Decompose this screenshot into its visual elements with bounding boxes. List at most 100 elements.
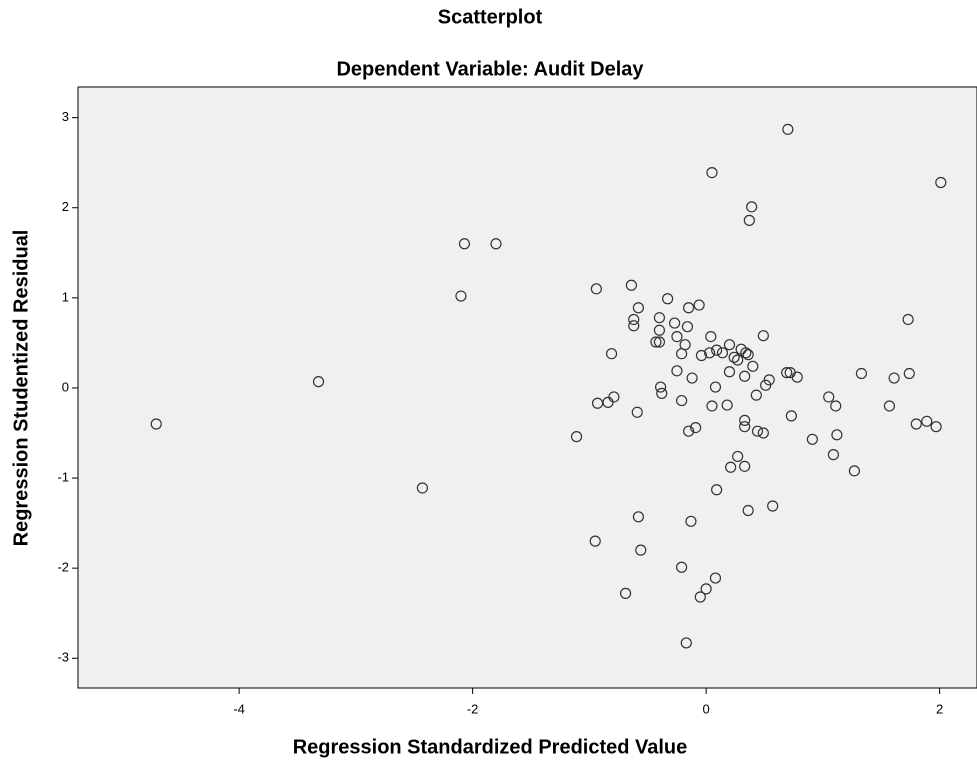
point (693, 299, 705, 311)
point (671, 330, 683, 343)
point (782, 123, 794, 135)
point (676, 561, 688, 573)
y-tick-label: -2 (57, 560, 69, 575)
point (312, 376, 325, 388)
y-tick-label: -1 (57, 469, 69, 484)
point (830, 400, 842, 412)
point (855, 367, 868, 380)
point (757, 427, 769, 439)
point (757, 330, 769, 342)
point (669, 317, 681, 329)
point (679, 339, 691, 351)
point (767, 500, 779, 512)
plot-area (77, 86, 977, 689)
point (706, 400, 718, 412)
point (656, 387, 668, 399)
point (653, 336, 666, 348)
point (458, 238, 471, 250)
point (742, 504, 754, 517)
point (455, 290, 467, 302)
y-tick-label: -3 (57, 650, 69, 665)
point (806, 433, 818, 445)
y-tick-label: 3 (62, 109, 69, 124)
point (709, 572, 722, 584)
point (739, 421, 751, 433)
point (676, 394, 688, 407)
point (650, 336, 662, 348)
point (632, 302, 645, 314)
point (700, 583, 712, 595)
point (739, 460, 751, 472)
point (723, 339, 736, 351)
point (662, 293, 674, 305)
point (570, 431, 583, 443)
point (728, 351, 740, 363)
point (683, 425, 695, 437)
point (683, 302, 695, 314)
y-axis-label: Regression Studentized Residual (10, 230, 32, 547)
y-tick-label: 1 (62, 289, 69, 304)
point (935, 176, 947, 189)
point (705, 330, 717, 343)
point (781, 367, 793, 379)
x-tick-label: 0 (703, 701, 710, 716)
point (760, 379, 772, 391)
point (619, 587, 632, 599)
point (831, 429, 843, 441)
chart-subtitle: Dependent Variable: Audit Delay (336, 58, 644, 80)
point (605, 348, 618, 360)
point (704, 347, 716, 359)
point (635, 544, 647, 556)
point (681, 321, 694, 333)
point (902, 313, 914, 326)
point (751, 425, 764, 437)
x-tick-label: -4 (233, 701, 245, 716)
point (750, 389, 762, 401)
x-tick-label: -2 (467, 701, 479, 716)
point (739, 414, 751, 426)
point (921, 415, 933, 427)
point (416, 482, 429, 494)
point (589, 535, 601, 547)
chart-title: Scatterplot (438, 6, 543, 28)
y-tick-label: 0 (62, 379, 69, 394)
point (671, 365, 683, 377)
point (763, 374, 775, 386)
point (680, 637, 692, 649)
point (628, 320, 640, 332)
point (628, 313, 640, 326)
point (686, 372, 698, 384)
point (654, 381, 667, 393)
point (903, 367, 915, 380)
point (685, 515, 697, 527)
point (490, 238, 502, 250)
point (711, 344, 723, 356)
point (848, 465, 861, 477)
point (743, 214, 755, 226)
point (725, 461, 737, 473)
point (632, 511, 645, 523)
point (883, 400, 896, 412)
point (910, 418, 922, 430)
point (888, 372, 900, 384)
point (791, 371, 803, 383)
point (723, 366, 736, 378)
point (608, 391, 620, 403)
point (653, 324, 666, 336)
point (732, 450, 744, 463)
point (694, 591, 706, 603)
point (590, 283, 602, 295)
point (690, 421, 702, 434)
point (785, 410, 797, 422)
point (746, 201, 758, 213)
x-axis-label: Regression Standardized Predicted Value (293, 736, 688, 758)
point (739, 370, 751, 382)
point (706, 166, 718, 179)
point (930, 421, 942, 433)
point (150, 418, 162, 430)
point (740, 347, 752, 359)
y-tick-label: 2 (62, 199, 69, 214)
point (747, 360, 759, 372)
x-tick-label: 2 (936, 701, 943, 716)
